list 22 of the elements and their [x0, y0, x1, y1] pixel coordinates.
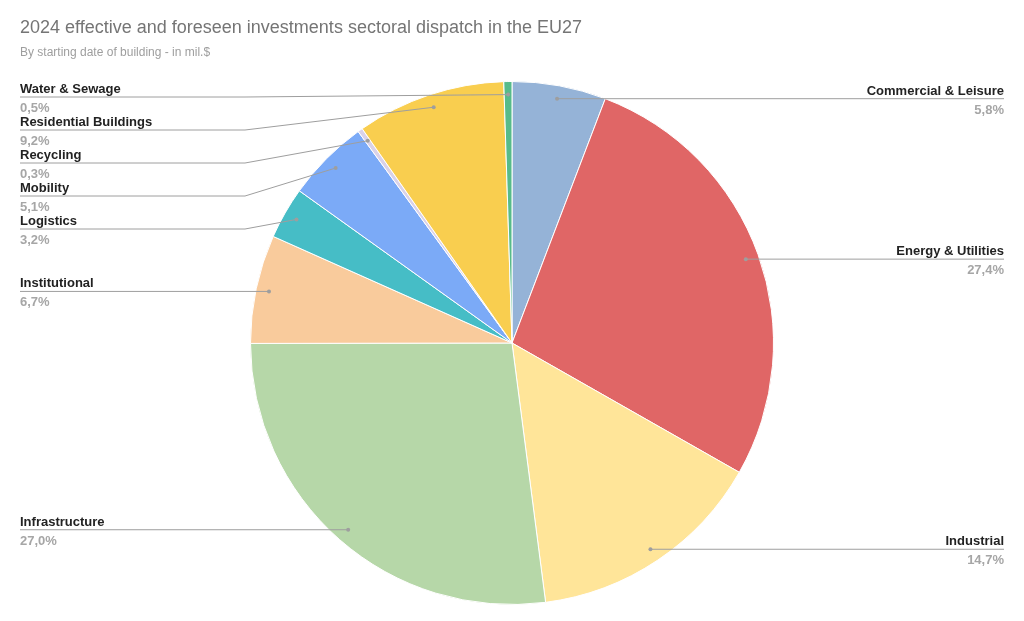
data-label: 0,3%	[20, 166, 51, 181]
data-label: 27,0%	[20, 532, 58, 548]
data-label: 0,5%	[20, 100, 51, 115]
data-label: 9,2%	[20, 133, 51, 148]
data-label: 5,8%	[974, 101, 1005, 117]
data-label: 6,7%	[20, 294, 51, 310]
data-label: 27,4%	[967, 262, 1005, 278]
data-label: 5,1%	[20, 199, 51, 214]
data-label: 14,7%	[967, 552, 1005, 568]
slice-label: Residential Buildings	[20, 114, 153, 129]
slice-label: Industrial	[945, 533, 1004, 549]
slice-label: Mobility	[20, 180, 70, 195]
slice-label: Infrastructure	[20, 513, 105, 529]
chart-subtitle: By starting date of building - in mil.$	[20, 45, 211, 59]
data-label: 3,2%	[20, 232, 51, 247]
slice-label: Institutional	[20, 275, 94, 291]
slice-label: Recycling	[20, 147, 82, 162]
slice-label: Commercial & Leisure	[866, 82, 1004, 98]
slice-label: Water & Sewage	[20, 81, 121, 96]
slice-label: Logistics	[20, 213, 78, 228]
chart-title: 2024 effective and foreseen investments sectoral dispatch in the EU27	[20, 17, 583, 38]
slice-label: Energy & Utilities	[896, 243, 1004, 259]
